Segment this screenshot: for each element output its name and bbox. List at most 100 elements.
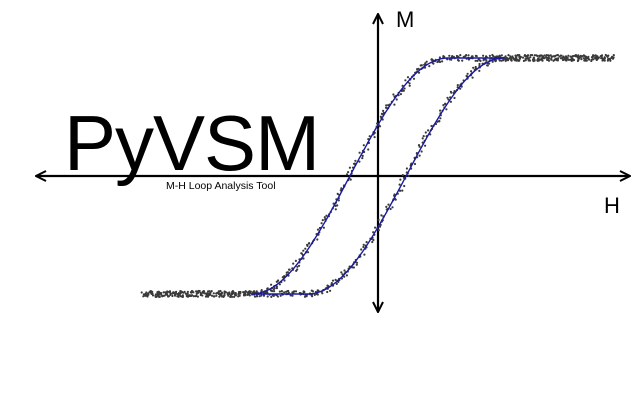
data-point (500, 54, 503, 57)
data-point (304, 247, 307, 250)
data-point (177, 293, 180, 297)
data-point (352, 162, 356, 165)
data-point (560, 54, 563, 57)
data-point (210, 294, 214, 297)
data-point (398, 183, 401, 186)
data-point (592, 58, 595, 61)
data-point (166, 291, 169, 294)
data-point (510, 58, 513, 62)
data-point (571, 55, 574, 58)
data-point (361, 154, 364, 157)
data-point (539, 58, 542, 61)
data-point (216, 291, 219, 294)
data-point (442, 104, 445, 107)
data-point (603, 57, 607, 60)
data-point (560, 57, 563, 60)
data-point (399, 178, 402, 181)
data-point (278, 283, 281, 286)
data-point (270, 295, 273, 298)
data-point (562, 58, 565, 61)
data-point (521, 56, 525, 59)
data-point (587, 57, 590, 60)
data-point (334, 208, 337, 211)
data-point (275, 287, 278, 290)
data-point (365, 241, 368, 244)
data-point (233, 295, 236, 298)
data-point (394, 198, 397, 201)
data-point (294, 290, 298, 293)
data-point (271, 290, 274, 293)
data-point (302, 257, 305, 260)
data-point (418, 154, 421, 157)
data-point (494, 60, 497, 63)
data-point (591, 56, 594, 59)
data-point (455, 54, 458, 58)
data-point (471, 55, 474, 58)
data-point (475, 55, 478, 58)
data-point (316, 289, 319, 292)
data-point (158, 295, 161, 298)
data-point (555, 58, 559, 61)
data-point (536, 54, 539, 58)
data-point (207, 292, 210, 295)
data-point (224, 291, 227, 294)
data-point (576, 56, 579, 59)
data-point (496, 55, 499, 58)
data-point (609, 59, 612, 62)
data-point (294, 259, 297, 262)
data-point (289, 294, 292, 297)
data-point (543, 54, 546, 57)
x-axis-label: H (604, 193, 620, 218)
data-point (456, 84, 459, 87)
data-point (393, 193, 396, 196)
data-point (558, 55, 561, 58)
data-point (377, 229, 380, 232)
data-point (549, 54, 552, 57)
data-point (204, 295, 208, 298)
data-point (553, 58, 556, 61)
data-point (584, 59, 588, 62)
data-point (316, 228, 320, 231)
data-point (149, 291, 152, 294)
data-point (260, 294, 263, 297)
data-point (403, 184, 406, 188)
data-point (500, 59, 503, 62)
data-point (538, 54, 541, 57)
data-point (292, 262, 295, 265)
data-point (391, 206, 394, 209)
data-point (336, 192, 339, 195)
data-point (352, 266, 355, 269)
data-point (424, 131, 427, 134)
data-point (385, 106, 388, 109)
data-point (395, 98, 398, 101)
data-point (371, 240, 374, 244)
data-point (498, 59, 501, 62)
data-point (540, 54, 543, 57)
data-point (340, 271, 343, 274)
data-point (215, 294, 218, 297)
data-point (471, 76, 474, 79)
fit-curve-ascending (251, 57, 505, 295)
data-point (192, 291, 195, 294)
data-point (545, 58, 549, 61)
data-point (518, 54, 521, 57)
data-point (337, 199, 340, 202)
data-point (345, 173, 349, 176)
data-point (355, 261, 359, 264)
data-point (513, 58, 516, 61)
data-point (537, 57, 540, 60)
data-point (438, 119, 441, 123)
data-point (482, 54, 485, 57)
data-point (285, 271, 288, 274)
data-point (229, 295, 232, 298)
data-point (205, 292, 208, 295)
data-point (291, 294, 294, 297)
data-point (296, 265, 299, 268)
data-point (260, 289, 263, 292)
data-point (304, 294, 307, 297)
data-point (478, 59, 481, 62)
data-point (547, 59, 551, 62)
data-point (208, 290, 211, 293)
data-point (266, 287, 269, 290)
data-point (478, 62, 481, 66)
